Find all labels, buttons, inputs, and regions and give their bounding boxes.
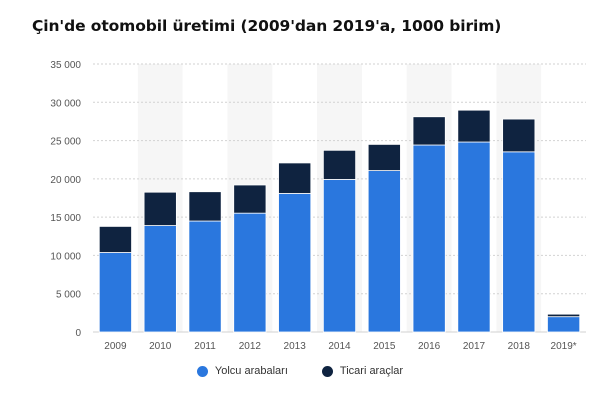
chart-legend: Yolcu arabaları Ticari araçlar	[0, 365, 600, 377]
bar-commercial-vehicles	[322, 149, 357, 180]
bar-commercial-vehicles	[143, 191, 177, 226]
bar-commercial-vehicles	[98, 226, 132, 253]
y-tick-label: 35 000	[50, 60, 81, 71]
y-tick-label: 5 000	[56, 290, 81, 301]
bar-passenger-cars	[233, 212, 267, 333]
x-tick-label: 2011	[194, 341, 216, 352]
x-tick-label: 2019*	[551, 341, 577, 352]
x-tick-label: 2015	[373, 341, 396, 352]
x-tick-label: 2017	[463, 341, 486, 352]
x-tick-label: 2014	[328, 341, 351, 352]
bar-commercial-vehicles	[233, 184, 267, 214]
bar-passenger-cars	[188, 220, 222, 333]
x-tick-label: 2016	[418, 341, 441, 352]
bar-passenger-cars	[322, 179, 357, 333]
y-tick-label: 20 000	[50, 175, 81, 186]
bar-passenger-cars	[143, 225, 177, 333]
x-tick-label: 2009	[104, 341, 127, 352]
legend-label: Ticari araçlar	[339, 365, 404, 377]
bar-commercial-vehicles	[188, 191, 222, 222]
bar-passenger-cars	[367, 170, 401, 333]
x-tick-label: 2013	[284, 341, 307, 352]
bar-commercial-vehicles	[547, 313, 581, 318]
bar-passenger-cars	[547, 316, 581, 333]
y-tick-label: 30 000	[50, 98, 81, 109]
bar-commercial-vehicles	[367, 143, 401, 171]
bar-passenger-cars	[457, 141, 491, 333]
bar-commercial-vehicles	[412, 116, 446, 146]
x-tick-label: 2010	[149, 341, 172, 352]
legend-item[interactable]: Yolcu arabaları	[196, 365, 288, 377]
y-tick-label: 10 000	[50, 251, 81, 262]
bar-commercial-vehicles	[457, 109, 491, 143]
bar-passenger-cars	[278, 193, 312, 333]
bar-passenger-cars	[502, 151, 536, 333]
y-tick-label: 15 000	[50, 213, 81, 224]
legend-label: Yolcu arabaları	[214, 365, 288, 377]
y-tick-label: 0	[75, 328, 81, 339]
legend-swatch	[321, 365, 333, 377]
x-tick-label: 2018	[508, 341, 531, 352]
bar-passenger-cars	[98, 252, 132, 333]
legend-item[interactable]: Ticari araçlar	[321, 365, 404, 377]
bar-commercial-vehicles	[502, 118, 536, 153]
legend-swatch	[196, 365, 208, 377]
chart-title: Çin'de otomobil üretimi (2009'dan 2019'a…	[32, 17, 502, 35]
bar-commercial-vehicles	[278, 162, 312, 194]
x-tick-label: 2012	[239, 341, 262, 352]
bar-passenger-cars	[412, 144, 446, 333]
y-tick-label: 25 000	[50, 137, 81, 148]
